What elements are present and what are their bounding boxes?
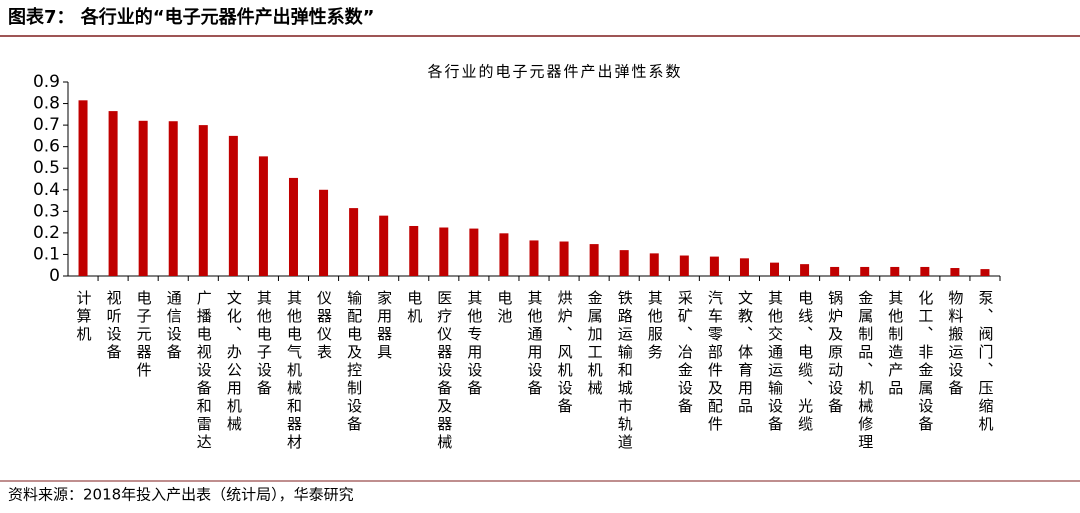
x-tick-label: 医疗仪器设备及器械 bbox=[435, 290, 454, 452]
x-tick-label: 广播电视设备和雷达 bbox=[194, 290, 213, 452]
x-tick-label: 金属加工机械 bbox=[585, 290, 604, 398]
bar bbox=[649, 253, 659, 276]
x-tick-label: 其他制造产品 bbox=[886, 290, 905, 398]
x-tick-label: 其他交通运输设备 bbox=[766, 290, 785, 434]
x-tick-label: 化工、非金属设备 bbox=[916, 290, 935, 434]
x-tick-label: 文教、体育用品 bbox=[735, 290, 754, 416]
x-tick-label: 其他专用设备 bbox=[465, 290, 484, 398]
bar bbox=[770, 262, 780, 276]
bar bbox=[529, 240, 539, 276]
bar bbox=[499, 233, 509, 276]
bar bbox=[138, 120, 148, 276]
bar bbox=[288, 177, 298, 276]
header-title: 图表7： 各行业的“电子元器件产出弹性系数” bbox=[8, 6, 374, 28]
y-tick-label: 0.9 bbox=[33, 72, 60, 92]
y-tick-label: 0.5 bbox=[33, 158, 60, 178]
bar bbox=[469, 228, 479, 276]
bar bbox=[830, 266, 840, 276]
y-tick-label: 0.1 bbox=[33, 244, 60, 264]
bar bbox=[168, 121, 178, 276]
x-tick-label: 计算机 bbox=[74, 290, 93, 344]
x-tick-label: 电子元器件 bbox=[134, 290, 153, 380]
bar bbox=[258, 156, 268, 276]
x-tick-label: 金属制品、机械修理 bbox=[856, 290, 875, 452]
bar bbox=[950, 268, 960, 276]
bar bbox=[920, 266, 930, 276]
bar bbox=[198, 125, 208, 276]
bar bbox=[619, 250, 629, 276]
y-tick-label: 0.8 bbox=[33, 94, 60, 114]
x-tick-label: 锅炉及原动设备 bbox=[826, 290, 845, 416]
bar bbox=[709, 256, 719, 276]
y-tick-label: 0.2 bbox=[33, 223, 60, 243]
bar bbox=[679, 255, 689, 276]
x-tick-label: 其他通用设备 bbox=[525, 290, 544, 398]
y-tick-label: 0.4 bbox=[33, 180, 60, 200]
x-tick-label: 电线、电缆、光缆 bbox=[796, 290, 815, 434]
x-tick-label: 视听设备 bbox=[104, 290, 123, 362]
y-tick-label: 0.7 bbox=[33, 115, 60, 135]
bar bbox=[108, 111, 118, 276]
chart-title: 各行业的电子元器件产出弹性系数 bbox=[427, 63, 682, 81]
x-tick-label: 烘炉、风机设备 bbox=[555, 290, 574, 416]
x-tick-label: 泵、阀门、压缩机 bbox=[976, 290, 995, 434]
x-tick-label: 其他电子设备 bbox=[254, 290, 273, 398]
y-tick-label: 0 bbox=[49, 266, 60, 286]
x-tick-label: 其他电气机械和器材 bbox=[284, 290, 303, 452]
x-tick-label: 通信设备 bbox=[164, 290, 183, 362]
x-tick-label: 汽车零部件及配件 bbox=[705, 290, 724, 434]
x-tick-label: 仪器仪表 bbox=[315, 290, 334, 362]
x-tick-label: 物料搬运设备 bbox=[946, 290, 965, 398]
bar bbox=[800, 264, 810, 276]
bar bbox=[980, 269, 990, 276]
bar bbox=[739, 258, 749, 276]
bar bbox=[860, 266, 870, 276]
bar bbox=[78, 100, 88, 276]
bar bbox=[379, 215, 389, 276]
bar bbox=[228, 135, 238, 276]
bar bbox=[589, 244, 599, 276]
x-tick-label: 电池 bbox=[495, 290, 514, 326]
bar bbox=[319, 189, 329, 276]
bar bbox=[559, 241, 569, 276]
x-tick-label: 其他服务 bbox=[645, 290, 664, 362]
x-tick-label: 电机 bbox=[405, 290, 424, 326]
bar bbox=[439, 227, 449, 276]
x-tick-label: 铁路运输和城市轨道 bbox=[615, 290, 634, 452]
x-tick-label: 采矿、冶金设备 bbox=[675, 290, 694, 416]
y-tick-label: 0.6 bbox=[33, 137, 60, 157]
bar bbox=[890, 266, 900, 276]
footer-source: 资料来源：2018年投入产出表（统计局），华泰研究 bbox=[8, 486, 354, 504]
x-tick-label: 输配电及控制设备 bbox=[345, 290, 364, 434]
x-tick-label: 文化、办公用机械 bbox=[224, 290, 243, 434]
bar bbox=[409, 225, 419, 276]
y-tick-label: 0.3 bbox=[33, 201, 60, 221]
bar bbox=[349, 208, 359, 276]
x-tick-label: 家用器具 bbox=[375, 290, 394, 362]
